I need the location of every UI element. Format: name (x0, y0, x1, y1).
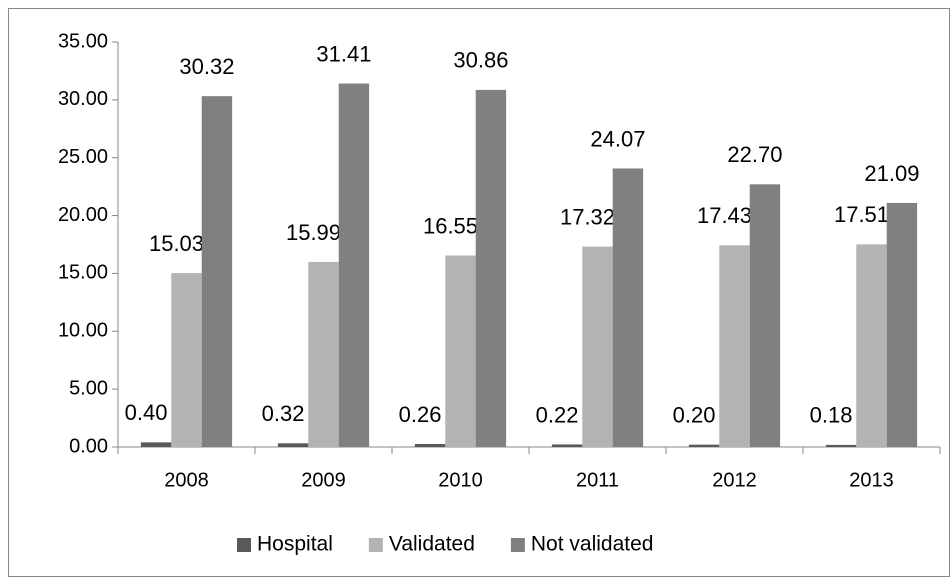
value-label: 0.32 (262, 401, 305, 426)
bar (277, 443, 309, 447)
bar (825, 444, 857, 447)
value-label: 0.26 (399, 402, 442, 427)
value-label: 0.40 (125, 400, 168, 425)
bar (551, 444, 583, 447)
y-tick-label: 25.00 (58, 146, 108, 168)
y-tick-label: 35.00 (58, 30, 108, 52)
value-label: 17.32 (560, 204, 615, 229)
bar (171, 273, 202, 447)
legend-swatch (237, 538, 251, 552)
bar (886, 202, 918, 447)
legend-label: Not validated (531, 533, 654, 556)
value-label: 15.99 (286, 220, 341, 245)
x-tick-label: 2011 (576, 469, 619, 491)
value-label: 0.20 (673, 402, 716, 427)
x-tick-label: 2013 (849, 469, 894, 491)
value-label: 31.41 (316, 41, 371, 66)
bar (140, 442, 172, 447)
value-label: 30.32 (179, 54, 234, 79)
x-tick-label: 2008 (164, 469, 209, 491)
bar (612, 168, 644, 447)
value-label: 15.03 (149, 231, 204, 256)
bar (582, 246, 613, 447)
y-tick-label: 5.00 (69, 377, 108, 399)
y-tick-label: 0.00 (69, 435, 108, 457)
value-label: 22.70 (727, 142, 782, 167)
x-tick-label: 2010 (438, 469, 483, 491)
value-label: 0.18 (810, 403, 853, 428)
bar (414, 443, 446, 447)
x-tick-label: 2012 (712, 469, 757, 491)
bar (201, 96, 233, 447)
bar (308, 261, 339, 447)
y-tick-label: 10.00 (58, 320, 108, 342)
bar (688, 444, 720, 447)
bar (445, 255, 476, 447)
legend-label: Validated (389, 533, 475, 556)
value-label: 24.07 (590, 126, 645, 151)
value-label: 21.09 (864, 161, 919, 186)
bar (475, 89, 507, 448)
legend-swatch (368, 538, 383, 552)
x-tick-label: 2009 (301, 469, 346, 491)
value-label: 0.22 (536, 402, 579, 427)
value-label: 17.43 (697, 203, 752, 228)
y-tick-label: 15.00 (58, 262, 108, 284)
legend-label: Hospital (257, 533, 333, 556)
value-label: 16.55 (423, 213, 478, 238)
bar (749, 184, 781, 448)
legend-swatch (510, 538, 525, 552)
bar (338, 83, 370, 447)
value-label: 17.51 (834, 202, 889, 227)
bar (856, 244, 887, 447)
y-tick-label: 30.00 (58, 88, 108, 110)
value-label: 30.86 (453, 48, 508, 73)
y-tick-label: 20.00 (58, 204, 108, 226)
bar (719, 245, 750, 447)
